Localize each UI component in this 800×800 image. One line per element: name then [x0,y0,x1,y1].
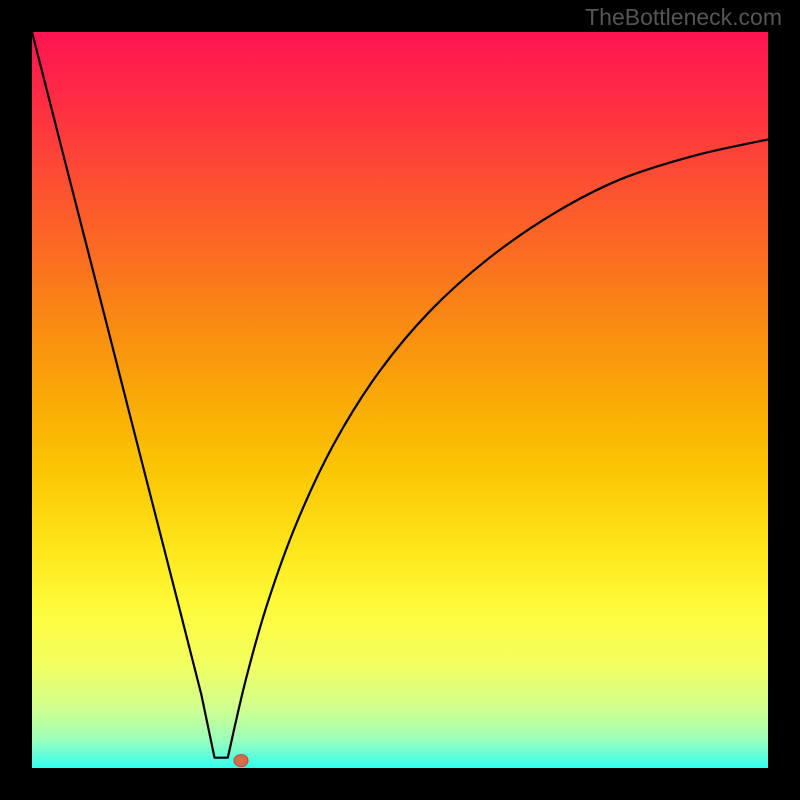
plot-area [32,32,768,768]
minimum-marker [234,755,248,767]
chart-svg [32,32,768,768]
watermark-text: TheBottleneck.com [585,4,782,31]
chart-frame: TheBottleneck.com [0,0,800,800]
gradient-background [32,32,768,768]
